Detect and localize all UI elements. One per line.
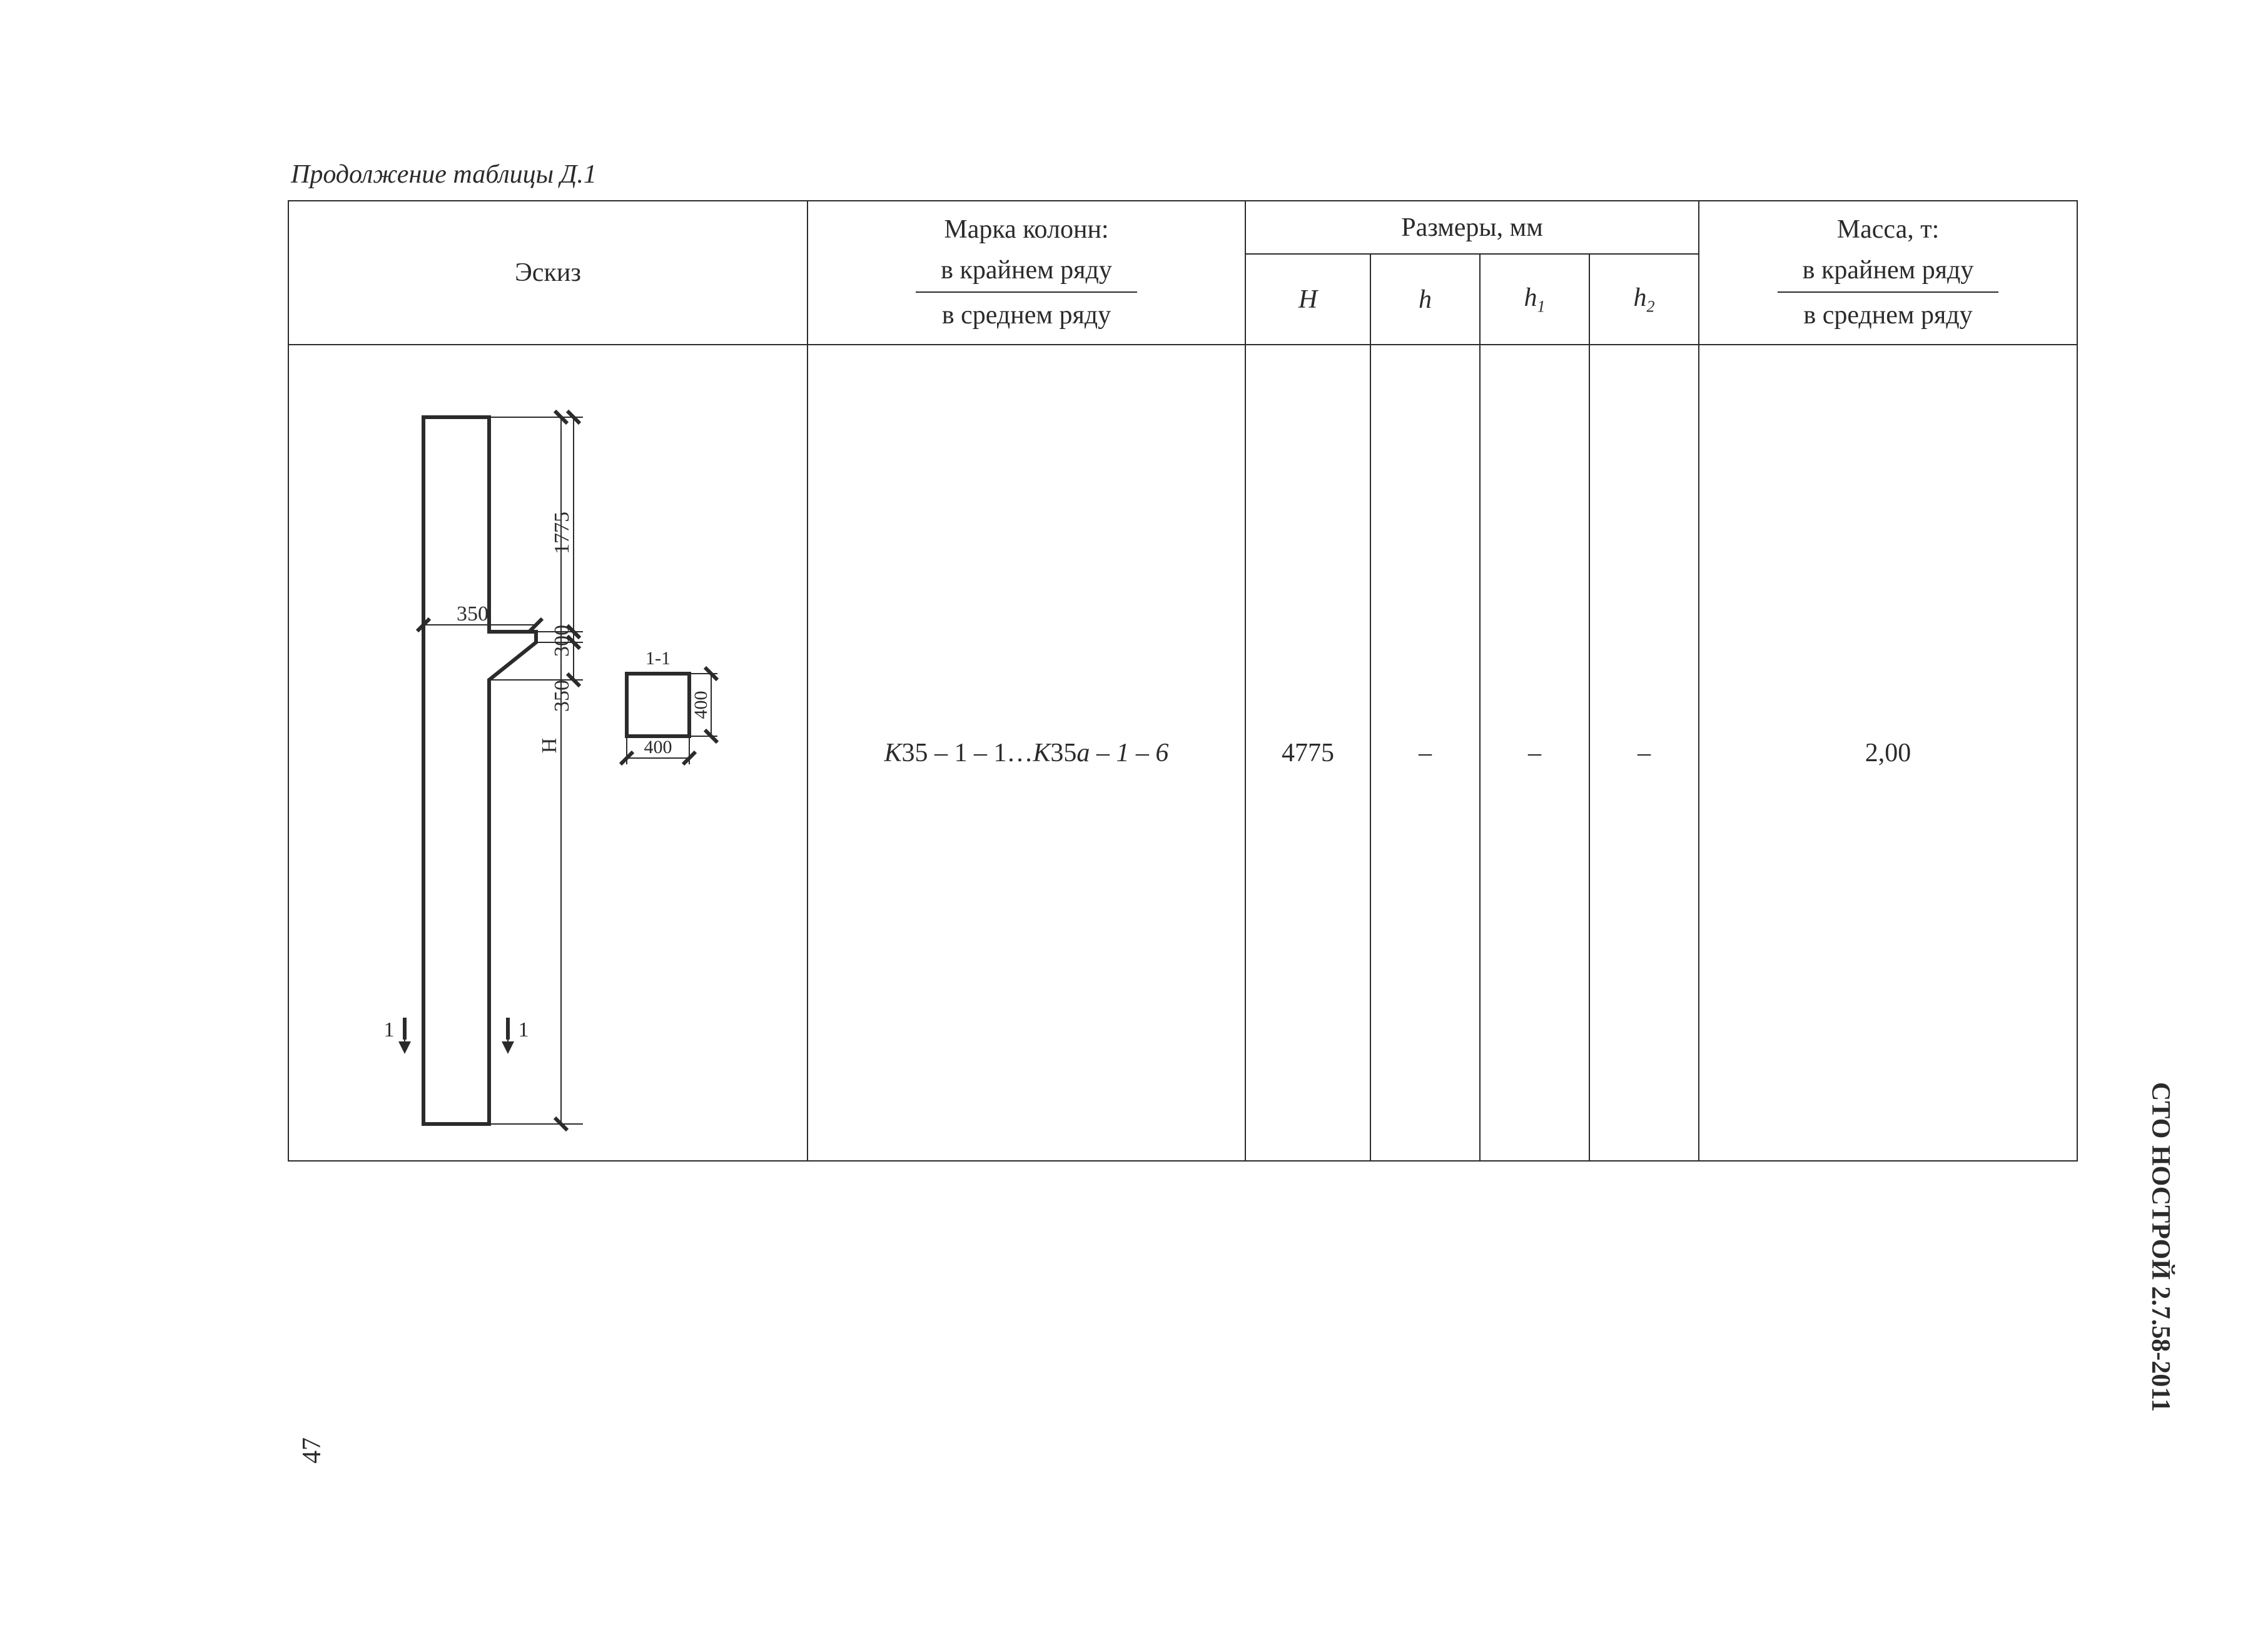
document-code: СТО НОСТРОЙ 2.7.58-2011	[2145, 1082, 2175, 1412]
dim-sec-h: 400	[691, 691, 711, 719]
mass-title: Масса, т:	[1837, 212, 1939, 248]
dim-300: 300	[550, 625, 574, 657]
cell-H: 4775	[1245, 345, 1370, 1161]
cell-sketch: 1775 300 350 H 350	[288, 345, 807, 1161]
svg-text:1: 1	[519, 1018, 529, 1041]
cut-mark-left: 1	[384, 1018, 405, 1048]
mass-line1: в крайнем ряду	[1778, 253, 1999, 293]
mark-suf: а – 1 – 6	[1076, 739, 1168, 767]
mark-title: Марка колонн:	[944, 212, 1108, 248]
mark-line2: в среднем ряду	[942, 298, 1111, 333]
section-label: 1-1	[645, 648, 671, 669]
col-header-h: h	[1370, 254, 1480, 345]
mass-line2: в среднем ряду	[1803, 298, 1972, 333]
mark-m1: 35 – 1 – 1…	[902, 739, 1033, 767]
section-detail: 1-1 400 400	[627, 648, 717, 764]
col-header-mark: Марка колонн: в крайнем ряду в среднем р…	[807, 201, 1245, 345]
col-header-sizes: Размеры, мм	[1245, 201, 1699, 254]
mark-k2: К	[1033, 739, 1051, 767]
cell-h: –	[1370, 345, 1480, 1161]
dim-350-top: 350	[457, 602, 489, 625]
dim-H: H	[538, 738, 561, 754]
cell-mass: 2,00	[1699, 345, 2077, 1161]
mark-line1: в крайнем ряду	[916, 253, 1137, 293]
page: Продолжение таблицы Д.1 Эскиз Марка коло…	[0, 0, 2268, 1625]
cell-h2: –	[1589, 345, 1699, 1161]
spec-table: Эскиз Марка колонн: в крайнем ряду в сре…	[288, 200, 2078, 1162]
col-header-mass: Масса, т: в крайнем ряду в среднем ряду	[1699, 201, 2077, 345]
col-header-sketch-label: Эскиз	[515, 258, 581, 287]
cell-mark: К35 – 1 – 1…К35а – 1 – 6	[807, 345, 1245, 1161]
dim-sec-w: 400	[644, 737, 672, 757]
dim-350-bot: 350	[550, 680, 574, 712]
table-continuation-caption: Продолжение таблицы Д.1	[291, 159, 597, 190]
mark-k1: К	[884, 739, 902, 767]
mark-m2: 35	[1050, 739, 1076, 767]
page-number: 47	[297, 1437, 327, 1464]
sketch-svg: 1775 300 350 H 350	[289, 345, 808, 1162]
cell-h1: –	[1480, 345, 1589, 1161]
dim-1775: 1775	[550, 512, 574, 554]
col-header-h2: h2	[1589, 254, 1699, 345]
cut-mark-right: 1	[508, 1018, 529, 1048]
svg-text:1: 1	[384, 1018, 395, 1041]
sizes-title: Размеры, мм	[1401, 213, 1543, 242]
col-header-h1: h1	[1480, 254, 1589, 345]
col-header-sketch: Эскиз	[288, 201, 807, 345]
col-header-H: H	[1245, 254, 1370, 345]
